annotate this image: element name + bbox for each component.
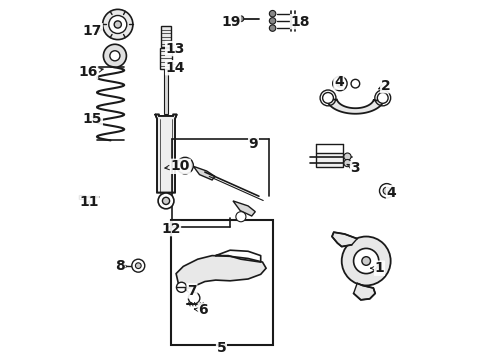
Circle shape [176,282,186,292]
Circle shape [382,187,389,194]
Polygon shape [326,99,383,114]
Polygon shape [331,232,356,247]
Text: 3: 3 [346,162,360,175]
Circle shape [269,10,275,17]
Circle shape [350,79,359,88]
Text: 9: 9 [248,137,258,151]
Text: 8: 8 [115,260,128,273]
Text: 18: 18 [290,15,309,28]
Text: 4: 4 [333,75,343,89]
Circle shape [269,25,275,31]
Bar [170,220,273,345]
Circle shape [158,193,174,209]
Text: 13: 13 [165,42,184,55]
Circle shape [103,44,126,67]
Circle shape [336,80,343,87]
Polygon shape [155,114,177,193]
Circle shape [238,16,244,22]
Bar [315,153,342,167]
Circle shape [361,257,370,265]
Polygon shape [193,166,215,180]
Text: 4: 4 [386,186,395,199]
Circle shape [114,21,121,28]
Circle shape [322,93,333,103]
Bar [163,69,168,114]
Text: 7: 7 [184,284,196,298]
Circle shape [332,76,346,91]
Circle shape [108,15,126,33]
Circle shape [162,197,169,204]
Text: 15: 15 [82,112,102,126]
Circle shape [132,259,144,272]
Circle shape [135,263,141,269]
Text: 10: 10 [164,159,190,173]
Circle shape [110,51,120,61]
Text: 17: 17 [83,24,103,37]
Circle shape [177,157,193,174]
Text: 11: 11 [79,195,99,208]
Text: 14: 14 [165,61,185,75]
Circle shape [379,184,393,198]
Text: 12: 12 [161,222,180,235]
Circle shape [343,159,350,167]
Circle shape [353,248,378,274]
Text: 16: 16 [78,65,103,79]
Circle shape [188,292,200,304]
Circle shape [269,18,275,24]
Text: 5: 5 [216,342,226,355]
Circle shape [235,212,245,222]
Polygon shape [176,256,265,289]
Bar [79,195,85,199]
Polygon shape [232,201,255,216]
Circle shape [343,153,350,160]
Circle shape [181,162,189,170]
Bar [160,26,171,47]
Bar [159,48,172,69]
Text: 6: 6 [194,303,207,317]
Circle shape [377,93,387,103]
Text: 19: 19 [221,15,240,28]
Circle shape [102,9,133,40]
Polygon shape [353,283,374,300]
Text: 1: 1 [370,261,384,275]
Circle shape [341,237,390,285]
Text: 2: 2 [378,79,390,93]
